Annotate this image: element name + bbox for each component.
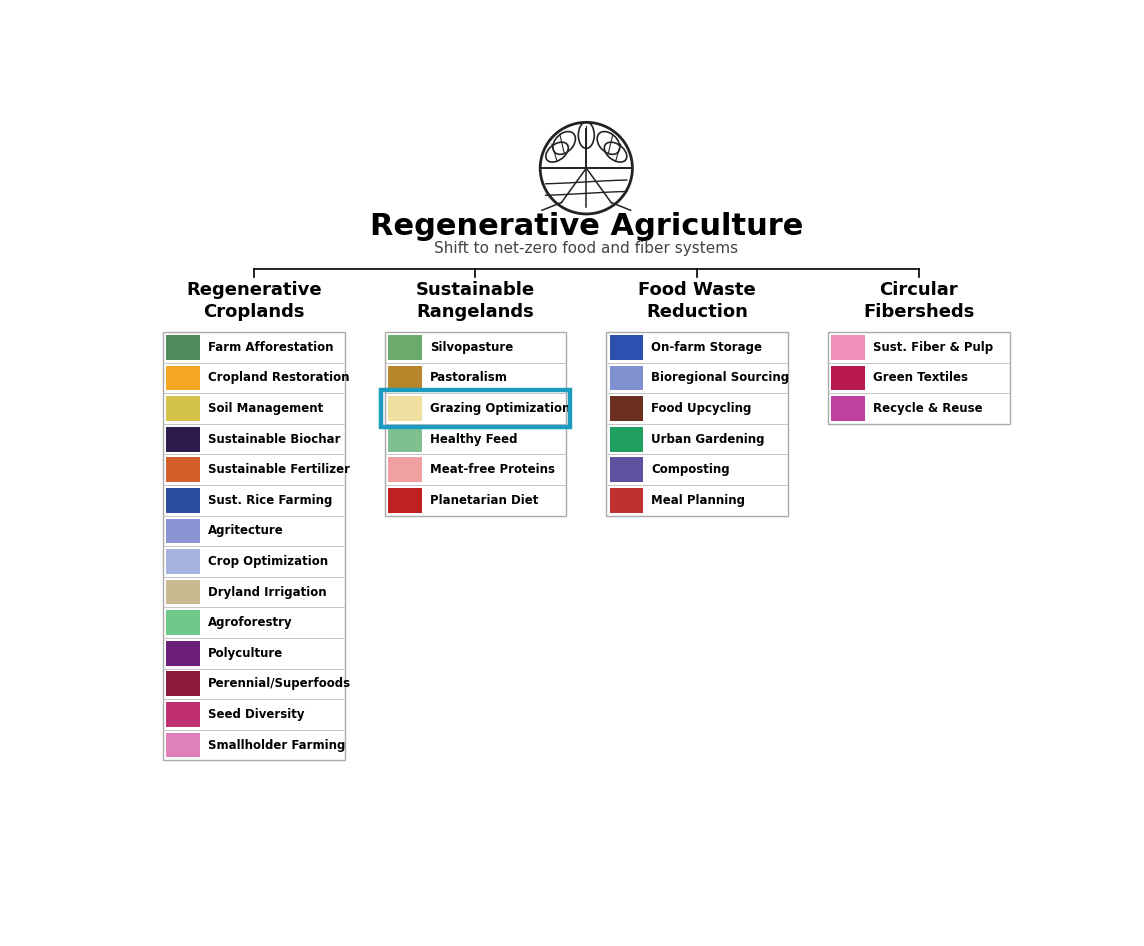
FancyBboxPatch shape: [167, 457, 200, 482]
Text: Agroforestry: Agroforestry: [208, 616, 293, 629]
FancyBboxPatch shape: [167, 365, 200, 391]
Text: Sustainable Fertilizer: Sustainable Fertilizer: [208, 464, 350, 476]
FancyBboxPatch shape: [610, 396, 643, 421]
Text: Soil Management: Soil Management: [208, 402, 324, 415]
Text: Regenerative
Croplands: Regenerative Croplands: [186, 281, 321, 322]
Text: Smallholder Farming: Smallholder Farming: [208, 739, 345, 751]
FancyBboxPatch shape: [832, 335, 865, 359]
FancyBboxPatch shape: [167, 335, 200, 359]
Text: Meal Planning: Meal Planning: [651, 494, 746, 507]
FancyBboxPatch shape: [384, 332, 566, 516]
FancyBboxPatch shape: [167, 427, 200, 451]
Text: Planetarian Diet: Planetarian Diet: [430, 494, 538, 507]
FancyBboxPatch shape: [610, 335, 643, 359]
Text: Urban Gardening: Urban Gardening: [651, 432, 765, 446]
Text: Silvopasture: Silvopasture: [430, 341, 513, 354]
FancyBboxPatch shape: [828, 332, 1010, 424]
Text: Farm Afforestation: Farm Afforestation: [208, 341, 334, 354]
Text: Seed Diversity: Seed Diversity: [208, 708, 304, 721]
FancyBboxPatch shape: [167, 702, 200, 727]
FancyBboxPatch shape: [388, 457, 422, 482]
Text: Food Upcycling: Food Upcycling: [651, 402, 752, 415]
FancyBboxPatch shape: [167, 518, 200, 543]
Text: Recycle & Reuse: Recycle & Reuse: [873, 402, 983, 415]
Text: Pastoralism: Pastoralism: [430, 372, 508, 384]
Text: Sustainable
Rangelands: Sustainable Rangelands: [416, 281, 535, 322]
Text: Crop Optimization: Crop Optimization: [208, 555, 328, 568]
FancyBboxPatch shape: [610, 488, 643, 513]
Text: Shift to net-zero food and fiber systems: Shift to net-zero food and fiber systems: [435, 241, 738, 255]
FancyBboxPatch shape: [610, 365, 643, 391]
FancyBboxPatch shape: [388, 365, 422, 391]
FancyBboxPatch shape: [167, 640, 200, 666]
Text: Agritecture: Agritecture: [208, 524, 284, 537]
FancyBboxPatch shape: [162, 332, 344, 761]
Text: Dryland Irrigation: Dryland Irrigation: [208, 586, 327, 599]
Text: Green Textiles: Green Textiles: [873, 372, 968, 384]
FancyBboxPatch shape: [388, 488, 422, 513]
Text: Polyculture: Polyculture: [208, 647, 284, 659]
FancyBboxPatch shape: [167, 549, 200, 574]
FancyBboxPatch shape: [167, 733, 200, 758]
FancyBboxPatch shape: [388, 396, 422, 421]
Text: Sust. Fiber & Pulp: Sust. Fiber & Pulp: [873, 341, 993, 354]
Text: Meat-free Proteins: Meat-free Proteins: [430, 464, 555, 476]
FancyBboxPatch shape: [388, 335, 422, 359]
FancyBboxPatch shape: [388, 427, 422, 451]
FancyBboxPatch shape: [832, 396, 865, 421]
FancyBboxPatch shape: [167, 488, 200, 513]
FancyBboxPatch shape: [167, 672, 200, 696]
FancyBboxPatch shape: [610, 457, 643, 482]
Text: On-farm Storage: On-farm Storage: [651, 341, 762, 354]
FancyBboxPatch shape: [610, 427, 643, 451]
Text: Bioregional Sourcing: Bioregional Sourcing: [651, 372, 789, 384]
FancyBboxPatch shape: [832, 365, 865, 391]
Text: Circular
Fibersheds: Circular Fibersheds: [863, 281, 975, 322]
Text: Perennial/Superfoods: Perennial/Superfoods: [208, 677, 351, 691]
Text: Sustainable Biochar: Sustainable Biochar: [208, 432, 341, 446]
Text: Composting: Composting: [651, 464, 730, 476]
FancyBboxPatch shape: [606, 332, 788, 516]
FancyBboxPatch shape: [167, 580, 200, 604]
Text: Sust. Rice Farming: Sust. Rice Farming: [208, 494, 333, 507]
FancyBboxPatch shape: [167, 396, 200, 421]
Text: Healthy Feed: Healthy Feed: [430, 432, 517, 446]
Text: Cropland Restoration: Cropland Restoration: [208, 372, 350, 384]
Text: Food Waste
Reduction: Food Waste Reduction: [638, 281, 756, 322]
FancyBboxPatch shape: [167, 610, 200, 635]
Text: Grazing Optimization: Grazing Optimization: [430, 402, 570, 415]
Text: Regenerative Agriculture: Regenerative Agriculture: [370, 212, 803, 241]
